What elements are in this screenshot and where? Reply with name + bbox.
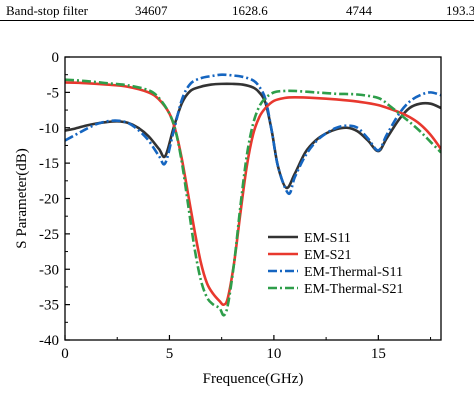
plot-lines [65, 73, 441, 317]
y-tick-label: 0 [52, 50, 60, 66]
series-line-em-thermal-s11 [65, 73, 441, 195]
y-tick-label: -35 [39, 298, 59, 314]
plot-frame [64, 56, 442, 341]
table-cell-1: 34607 [135, 3, 168, 18]
x-axis-ticks: 0 5 10 15 [61, 335, 432, 362]
y-axis-ticks: 0 -5 -10 -15 -20 -25 -30 -35 -40 [39, 50, 70, 349]
table-cell-4: 193.3 [446, 3, 474, 18]
series-line-em-thermal-s21 [65, 78, 441, 317]
table-cell-2: 1628.6 [232, 3, 268, 18]
x-axis-label: Frequence(GHz) [203, 371, 304, 387]
y-tick-label: -15 [39, 156, 59, 172]
y-axis-label: S Parameter(dB) [14, 148, 30, 248]
table-strip: Band-stop filter 34607 1628.6 4744 193.3 [0, 0, 474, 24]
x-tick-label: 10 [266, 346, 281, 362]
x-tick-label: 15 [371, 346, 386, 362]
x-tick-label: 5 [166, 346, 174, 362]
y-tick-label: -5 [47, 85, 60, 101]
legend-label: EM-S11 [304, 231, 351, 246]
y-tick-label: -20 [39, 192, 59, 208]
y-tick-label: -30 [39, 262, 59, 278]
table-cell-3: 4744 [346, 3, 372, 18]
legend-label: EM-Thermal-S11 [304, 265, 403, 280]
legend-label: EM-Thermal-S21 [304, 282, 404, 297]
x-tick-label: 0 [61, 346, 69, 362]
y-tick-label: -40 [39, 333, 59, 349]
table-row-name: Band-stop filter [6, 3, 88, 18]
y-tick-label: -25 [39, 227, 59, 243]
y-tick-label: -10 [39, 121, 59, 137]
legend-label: EM-S21 [304, 248, 351, 263]
table-bottom-rule [0, 20, 474, 21]
legend: EM-S11 EM-S21 EM-Thermal-S11 EM-Thermal-S21 [268, 231, 404, 297]
